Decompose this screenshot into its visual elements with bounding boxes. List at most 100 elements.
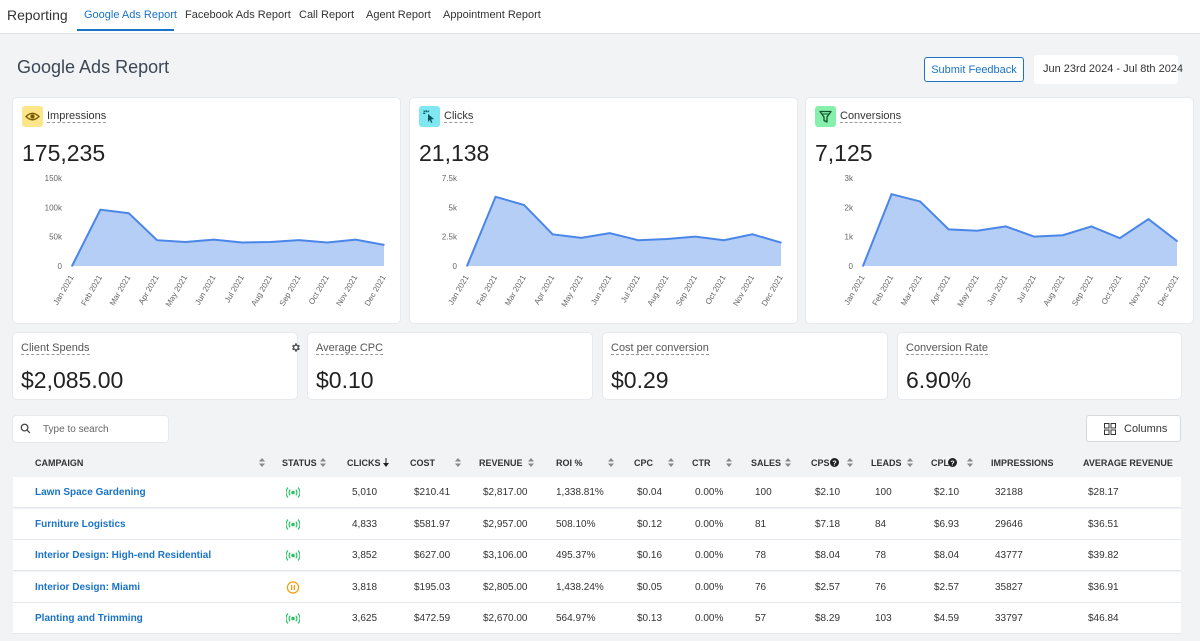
- chart-point: [780, 241, 782, 244]
- sort-icon[interactable]: [383, 458, 389, 467]
- tab-appointment-report[interactable]: Appointment Report: [443, 9, 541, 21]
- y-tick-label: 50k: [49, 233, 63, 242]
- x-tick-label: Aug 2021: [646, 273, 671, 308]
- sort-icon[interactable]: [785, 458, 791, 467]
- tab-google-ads-report[interactable]: Google Ads Report: [84, 9, 177, 21]
- conversion-rate-label: Conversion Rate: [906, 342, 988, 355]
- campaign-link[interactable]: Planting and Trimming: [35, 613, 143, 625]
- column-header-cost[interactable]: COST: [410, 458, 436, 468]
- chart-point: [947, 228, 950, 231]
- column-header-cps[interactable]: CPS: [811, 458, 830, 468]
- table-row[interactable]: Lawn Space Gardening 5,010 $210.41 $2,817.0…: [13, 477, 1181, 508]
- table-row[interactable]: Planting and Trimming 3,625 $472.59 $2,670.…: [13, 603, 1181, 635]
- cell-clicks: 3,625: [352, 613, 378, 625]
- status-active-icon: [286, 487, 300, 498]
- chart-point: [326, 241, 329, 244]
- chart-line: [862, 192, 1178, 267]
- cell-sales: 57: [755, 613, 767, 625]
- chart-point: [890, 193, 893, 195]
- table-row[interactable]: Furniture Logistics 4,833 $581.97 $2,957.00…: [13, 508, 1181, 540]
- column-header-impressions[interactable]: IMPRESSIONS: [991, 458, 1054, 468]
- sort-icon[interactable]: [608, 458, 614, 467]
- cell-cpl: $2.10: [934, 487, 960, 498]
- x-tick-label: Jun 2021: [985, 273, 1010, 306]
- chart-point: [580, 237, 582, 239]
- cell-ctr: 0.00%: [695, 487, 724, 498]
- columns-label: Columns: [1124, 423, 1168, 435]
- sort-icon[interactable]: [668, 458, 674, 467]
- y-tick-label: 5k: [449, 203, 458, 212]
- tab-call-report[interactable]: Call Report: [299, 9, 355, 21]
- chart-point: [298, 239, 300, 241]
- column-header-ctr[interactable]: CTR: [692, 458, 711, 468]
- clicks-chart: 0 2.5k 5k 7.5k Jan 2021 Feb 2021 Mar 2021 Apr 2…: [442, 174, 785, 308]
- tab-agent-report[interactable]: Agent Report: [366, 9, 431, 21]
- gear-icon[interactable]: [290, 342, 301, 353]
- column-header-revenue[interactable]: REVENUE: [479, 458, 523, 468]
- cell-cost: $581.97: [414, 518, 451, 530]
- tab-facebook-ads-report[interactable]: Facebook Ads Report: [185, 9, 291, 21]
- svg-text:?: ?: [950, 460, 954, 467]
- help-icon[interactable]: ?: [948, 458, 957, 467]
- y-tick-label: 3k: [845, 174, 854, 183]
- cell-cost: $195.03: [414, 581, 451, 593]
- svg-text:?: ?: [832, 460, 836, 467]
- x-tick-label: Apr 2021: [928, 273, 952, 306]
- column-header-sales[interactable]: SALES: [751, 458, 782, 468]
- column-header-clicks[interactable]: CLICKS: [347, 458, 381, 468]
- x-tick-label: Nov 2021: [731, 273, 756, 308]
- chart-point: [383, 244, 385, 246]
- sort-icon[interactable]: [528, 458, 534, 467]
- column-header-roi[interactable]: ROI %: [556, 458, 583, 468]
- y-tick-label: 2.5k: [442, 233, 458, 242]
- column-header-average-revenue[interactable]: AVERAGE REVENUE: [1083, 458, 1173, 468]
- cell-sales: 100: [755, 487, 772, 498]
- table-row[interactable]: Interior Design: High-end Residential 3,8…: [13, 540, 1181, 572]
- chart-line: [466, 195, 782, 267]
- cell-leads: 84: [875, 518, 887, 530]
- campaign-link[interactable]: Interior Design: High-end Residential: [35, 550, 212, 562]
- x-tick-label: Feb 2021: [79, 273, 104, 307]
- chart-point: [184, 241, 187, 243]
- column-header-cpl[interactable]: CPL: [931, 458, 949, 468]
- x-tick-label: Oct 2021: [704, 273, 728, 306]
- sort-icon[interactable]: [455, 458, 461, 467]
- cell-leads: 100: [875, 487, 892, 498]
- cell-revenue: $2,817.00: [483, 487, 528, 498]
- submit-feedback-button[interactable]: Submit Feedback: [924, 57, 1024, 82]
- sort-icon[interactable]: [907, 458, 913, 467]
- sort-icon[interactable]: [259, 458, 265, 467]
- column-header-campaign[interactable]: CAMPAIGN: [35, 458, 84, 468]
- x-tick-label: Jul 2021: [1015, 273, 1038, 304]
- cell-impressions: 33797: [995, 613, 1023, 625]
- column-header-cpc[interactable]: CPC: [634, 458, 654, 468]
- help-icon[interactable]: ?: [830, 458, 839, 467]
- search-input[interactable]: [43, 420, 163, 438]
- campaign-link[interactable]: Interior Design: Miami: [35, 581, 141, 593]
- column-header-leads[interactable]: LEADS: [871, 458, 902, 468]
- x-tick-label: Jun 2021: [589, 273, 614, 306]
- chart-point: [862, 265, 864, 267]
- columns-button[interactable]: Columns: [1086, 415, 1181, 442]
- cell-cps: $8.04: [815, 550, 841, 562]
- cell-impressions: 43777: [995, 550, 1023, 562]
- cell-ctr: 0.00%: [695, 550, 724, 562]
- sort-icon[interactable]: [726, 458, 732, 467]
- chart-point: [127, 212, 130, 214]
- cell-ctr: 0.00%: [695, 581, 724, 593]
- sort-icon[interactable]: [847, 458, 853, 467]
- sort-icon[interactable]: [967, 458, 973, 467]
- column-header-status[interactable]: STATUS: [282, 458, 317, 468]
- x-tick-label: Aug 2021: [249, 273, 274, 308]
- y-tick-label: 1k: [845, 233, 854, 242]
- campaign-link[interactable]: Furniture Logistics: [35, 518, 126, 530]
- cell-roi: 495.37%: [556, 550, 596, 562]
- chart-point: [637, 239, 640, 241]
- cell-cps: $2.57: [815, 581, 841, 593]
- campaign-link[interactable]: Lawn Space Gardening: [35, 487, 146, 498]
- cell-revenue: $3,106.00: [483, 550, 528, 562]
- date-range-picker[interactable]: Jun 23rd 2024 - Jul 8th 2024: [1034, 55, 1183, 84]
- cell-ctr: 0.00%: [695, 518, 724, 530]
- sort-icon[interactable]: [320, 458, 326, 467]
- table-row[interactable]: Interior Design: Miami 3,818 $195.03 $2,805…: [13, 571, 1181, 603]
